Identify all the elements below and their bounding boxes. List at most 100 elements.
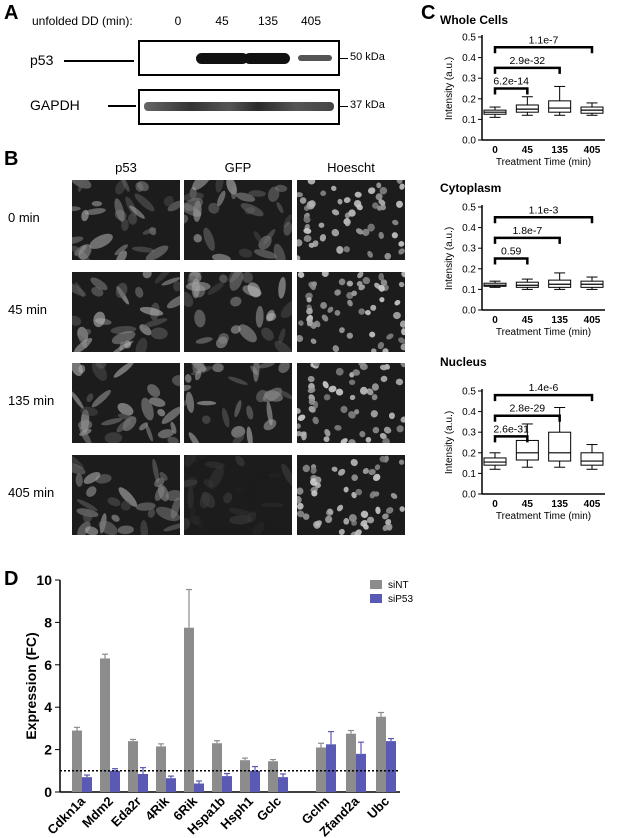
significance-bracket: [493, 216, 594, 224]
cell-body: [93, 311, 106, 328]
y-axis-label: Expression (FC): [23, 632, 39, 739]
cell-body: [139, 324, 152, 336]
cell-body: [188, 432, 200, 443]
cell-body: [157, 408, 166, 417]
cell-nucleus: [399, 320, 405, 328]
cell-nucleus: [297, 496, 302, 504]
cell-nucleus: [331, 209, 340, 216]
cell-body: [230, 325, 241, 334]
cell-nucleus: [297, 414, 306, 421]
cell-body: [273, 243, 286, 260]
cell-body: [246, 405, 254, 420]
cell-body: [235, 455, 245, 467]
x-tick-label: 135: [551, 499, 568, 510]
y-tick-label: 0.1: [462, 469, 476, 480]
cell-body: [149, 397, 166, 407]
cell-nucleus: [362, 467, 369, 475]
cell-body: [113, 363, 134, 378]
cell-body: [85, 526, 99, 535]
cell-body: [75, 473, 83, 487]
x-tick-label: Ubc: [364, 794, 392, 822]
cell-nucleus: [343, 486, 349, 493]
cell-nucleus: [358, 308, 365, 315]
y-tick-label: 0.4: [462, 53, 476, 64]
bar: [376, 716, 386, 792]
micrograph-cells: [184, 455, 292, 535]
cell-nucleus: [297, 335, 304, 342]
cell-nucleus: [311, 490, 318, 497]
legend-swatch: [370, 594, 382, 603]
cell-nucleus: [354, 409, 360, 415]
y-tick-label: 0.1: [462, 115, 476, 126]
cell-nucleus: [319, 234, 327, 242]
cell-body: [83, 328, 92, 336]
p-value-label: 2.6e-31: [493, 423, 529, 435]
cell-nucleus: [314, 520, 322, 527]
cell-nucleus: [297, 408, 301, 414]
bar: [268, 761, 278, 792]
cell-body: [265, 309, 275, 322]
cell-nucleus: [310, 467, 317, 474]
cell-body: [173, 281, 180, 292]
cell-body: [72, 455, 84, 469]
cell-body: [76, 499, 98, 512]
cell-nucleus: [398, 281, 405, 288]
cell-body: [90, 277, 108, 291]
cell-body: [129, 205, 145, 219]
cell-body: [275, 184, 288, 192]
cell-nucleus: [396, 200, 404, 208]
cell-body: [253, 231, 262, 243]
cell-body: [163, 195, 174, 207]
bar: [194, 783, 204, 792]
cell-body: [142, 227, 157, 235]
y-tick-label: 0.5: [462, 203, 476, 214]
cell-body: [114, 198, 125, 222]
bar: [128, 741, 138, 792]
cell-body: [238, 324, 257, 343]
cell-body: [121, 218, 129, 232]
cell-nucleus: [351, 290, 358, 297]
bar: [166, 778, 176, 792]
cell-body: [242, 272, 254, 283]
box-iqr: [580, 452, 604, 466]
cell-body: [185, 391, 195, 413]
cell-body: [228, 376, 248, 385]
cell-body: [278, 390, 292, 400]
cell-body: [72, 236, 84, 245]
cell-nucleus: [298, 320, 304, 326]
cell-nucleus: [366, 516, 375, 524]
p-value-label: 0.59: [501, 246, 522, 258]
cell-body: [83, 509, 93, 524]
cell-nucleus: [332, 345, 340, 352]
cell-nucleus: [297, 510, 305, 518]
cell-body: [240, 203, 264, 217]
y-tick-label: 0.0: [462, 306, 476, 317]
cell-body: [193, 363, 208, 371]
cell-nucleus: [360, 510, 369, 518]
cell-body: [157, 429, 174, 439]
blot-strip-gapdh: [138, 89, 340, 125]
x-axis-label: Treatment Time (min): [496, 511, 591, 522]
cell-nucleus: [379, 297, 385, 303]
bar: [326, 744, 336, 792]
cell-nucleus: [346, 280, 354, 287]
y-tick-label: 0.3: [462, 428, 476, 439]
cell-nucleus: [379, 187, 388, 195]
micrograph-cells: [184, 272, 292, 352]
cell-body: [98, 520, 118, 535]
cell-body: [203, 227, 215, 251]
bar: [316, 747, 326, 792]
cell-nucleus: [369, 331, 376, 338]
cell-nucleus: [355, 228, 364, 235]
cell-body: [154, 477, 165, 488]
cell-nucleus: [385, 519, 392, 525]
cell-body: [77, 521, 91, 535]
cell-nucleus: [307, 387, 316, 394]
lane-label: 405: [300, 14, 322, 28]
y-tick-label: 0.3: [462, 244, 476, 255]
cell-nucleus: [392, 219, 399, 226]
cell-body: [161, 406, 180, 424]
significance-bracket: [493, 46, 594, 54]
cell-body: [196, 514, 209, 535]
cell-body: [135, 182, 144, 192]
